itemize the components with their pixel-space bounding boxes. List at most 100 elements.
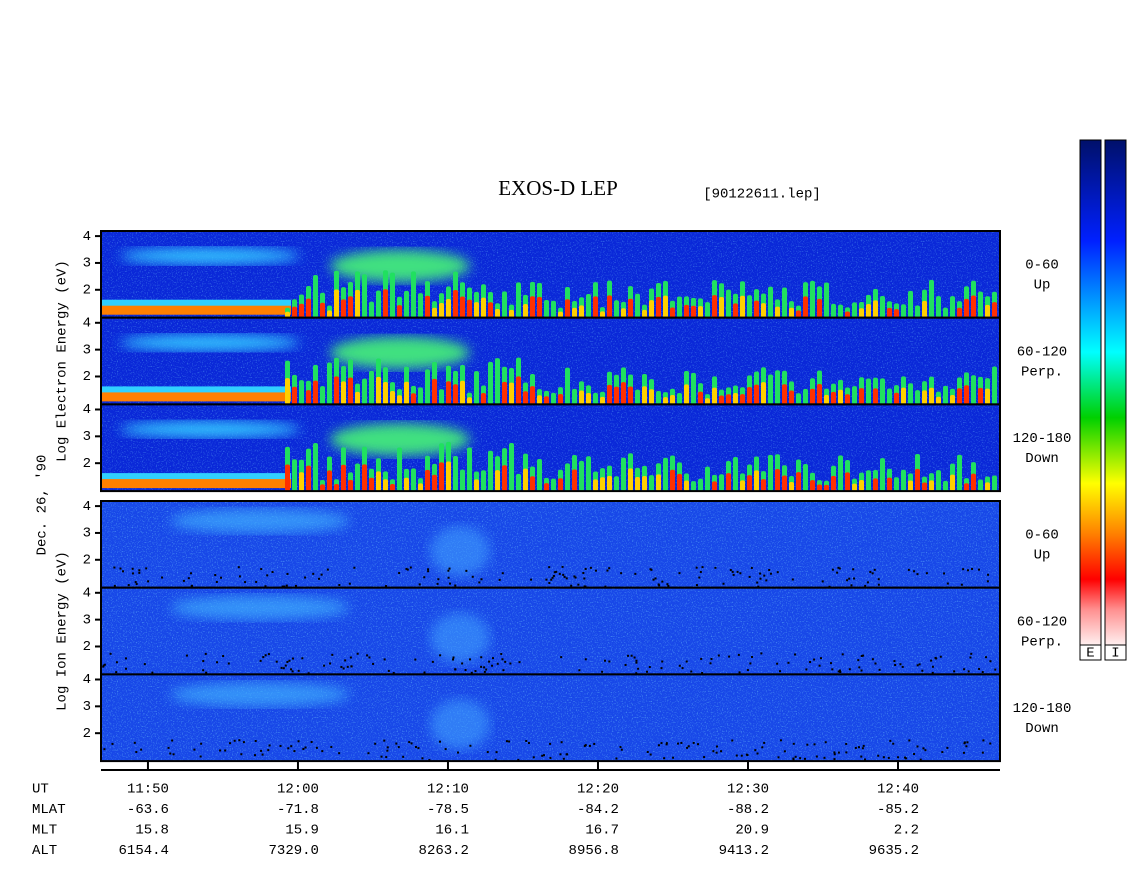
- dot: [504, 660, 507, 663]
- spike: [621, 457, 626, 492]
- spike: [698, 391, 703, 405]
- dot: [385, 756, 388, 759]
- spike: [649, 389, 654, 405]
- dot: [518, 661, 521, 664]
- dot: [681, 667, 684, 670]
- spike: [740, 480, 745, 492]
- spike: [432, 474, 437, 492]
- spike: [943, 480, 948, 492]
- dot: [717, 654, 720, 657]
- spike: [572, 469, 577, 492]
- dot: [558, 572, 561, 575]
- spike: [845, 394, 850, 405]
- dot: [841, 653, 844, 656]
- dot: [860, 669, 863, 672]
- dot: [985, 656, 988, 659]
- spike: [642, 386, 647, 405]
- dot: [485, 668, 488, 671]
- spike: [691, 372, 696, 405]
- dot: [903, 756, 906, 759]
- spike: [509, 382, 514, 405]
- spike: [327, 362, 332, 405]
- dot: [699, 570, 702, 573]
- dot: [630, 654, 633, 657]
- spike: [670, 469, 675, 492]
- spike: [383, 289, 388, 318]
- dot: [829, 662, 832, 665]
- dot: [588, 744, 591, 747]
- dot: [127, 584, 130, 587]
- y-tick-label: 3: [83, 699, 91, 715]
- dot: [125, 667, 128, 670]
- spike: [901, 304, 906, 318]
- spike: [880, 458, 885, 492]
- dot: [634, 572, 637, 575]
- dot: [584, 658, 587, 661]
- dot: [491, 664, 494, 667]
- dot: [464, 669, 467, 672]
- spike: [474, 371, 479, 405]
- dot: [342, 667, 345, 670]
- spike: [705, 302, 710, 318]
- dot: [963, 741, 966, 744]
- dot: [966, 569, 969, 572]
- dot: [199, 755, 202, 758]
- spike: [516, 473, 521, 492]
- y-tick-label: 3: [83, 429, 91, 445]
- row-value: 9413.2: [719, 843, 769, 859]
- spike: [390, 272, 395, 318]
- spike: [719, 297, 724, 318]
- spike: [985, 388, 990, 405]
- dot: [916, 745, 919, 748]
- spike: [523, 304, 528, 318]
- spike: [852, 483, 857, 492]
- dot: [583, 577, 586, 580]
- y-tick-label: 2: [83, 639, 91, 655]
- spike: [887, 307, 892, 318]
- spike: [978, 291, 983, 318]
- panel-label: Perp.: [1021, 364, 1063, 380]
- spectrogram: [101, 317, 1000, 405]
- panel-label: 120-180: [1013, 701, 1072, 717]
- dot: [291, 657, 294, 660]
- dot: [279, 744, 282, 747]
- spike: [845, 472, 850, 492]
- spike: [453, 289, 458, 318]
- dot: [147, 580, 150, 583]
- dot: [294, 584, 297, 587]
- spike: [894, 477, 899, 492]
- dot: [654, 577, 657, 580]
- spike: [327, 310, 332, 318]
- dot: [525, 739, 528, 742]
- dot: [661, 660, 664, 663]
- dot: [635, 672, 638, 675]
- dot: [837, 670, 840, 673]
- dot: [703, 756, 706, 759]
- dot: [214, 574, 217, 577]
- dot: [678, 572, 681, 575]
- dot: [756, 752, 759, 755]
- spike: [901, 387, 906, 405]
- dot: [562, 757, 565, 760]
- spike: [698, 478, 703, 492]
- panel-frame: [100, 673, 1001, 763]
- spike: [656, 390, 661, 405]
- y-tick-label: 3: [83, 256, 91, 272]
- spike: [922, 390, 927, 405]
- dot: [205, 671, 208, 674]
- spike: [362, 464, 367, 492]
- spike: [565, 463, 570, 492]
- dot: [227, 662, 230, 665]
- dot: [857, 659, 860, 662]
- dot: [315, 746, 318, 749]
- dot: [284, 664, 287, 667]
- panel-label: 60-120: [1017, 344, 1067, 360]
- dot: [819, 657, 822, 660]
- dot: [452, 656, 455, 659]
- dot: [672, 756, 675, 759]
- dot: [297, 740, 300, 743]
- dot: [981, 671, 984, 674]
- y-tick-label: 2: [83, 369, 91, 385]
- dot: [667, 584, 670, 587]
- dot: [545, 578, 548, 581]
